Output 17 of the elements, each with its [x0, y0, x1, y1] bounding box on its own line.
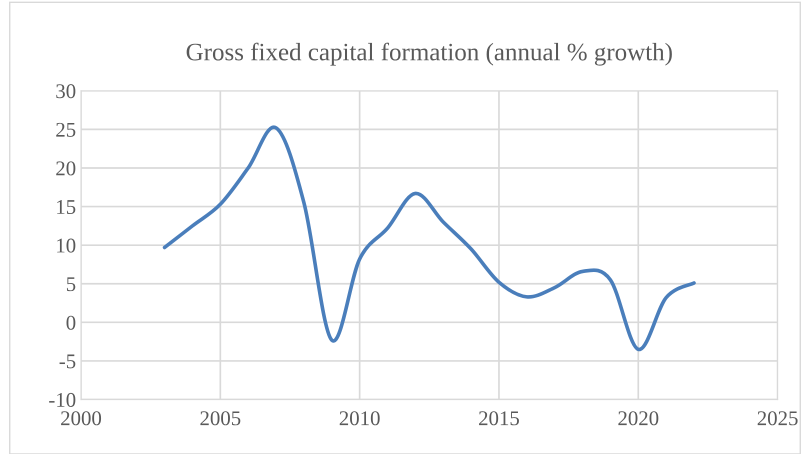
y-tick-label: 10 [57, 238, 76, 253]
x-tick-label: 2015 [479, 411, 519, 426]
y-tick-label: -5 [60, 354, 76, 368]
y-tick-label: 20 [56, 161, 76, 176]
x-tick-label: 2010 [340, 411, 380, 426]
y-tick-label: 5 [66, 277, 76, 292]
y-tick-label: -10 [49, 392, 76, 407]
y-tick-label: 30 [56, 84, 76, 98]
chart-title: Gross fixed capital formation (annual % growth) [186, 42, 672, 66]
x-tick-label: 2020 [618, 411, 658, 426]
y-tick-label: 15 [57, 200, 76, 214]
y-tick-label: 25 [56, 122, 76, 137]
x-tick-label: 2025 [758, 411, 798, 426]
y-tick-label: 0 [66, 316, 76, 330]
x-tick-label: 2000 [61, 411, 102, 426]
x-tick-label: 2005 [200, 411, 240, 426]
line-series [162, 125, 696, 352]
